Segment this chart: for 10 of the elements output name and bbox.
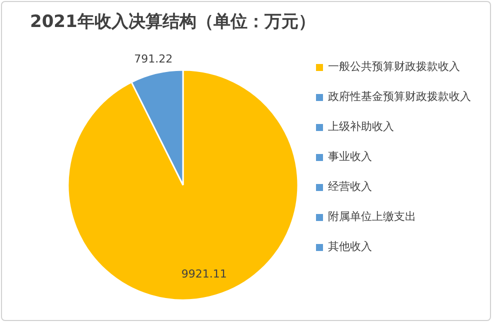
legend-label: 附属单位上缴支出 (328, 210, 416, 224)
legend-label: 事业收入 (328, 150, 372, 164)
data-label: 9921.11 (181, 268, 227, 281)
data-label: 791.22 (134, 52, 173, 66)
legend-label: 其他收入 (328, 240, 372, 254)
legend-label: 一般公共预算财政拨款收入 (328, 60, 460, 74)
legend-label: 政府性基金预算财政拨款收入 (328, 90, 471, 104)
legend-label: 经营收入 (328, 180, 372, 194)
chart-title: 2021年收入决算结构（单位：万元） (30, 11, 316, 33)
legend-label: 上级补助收入 (328, 120, 394, 134)
